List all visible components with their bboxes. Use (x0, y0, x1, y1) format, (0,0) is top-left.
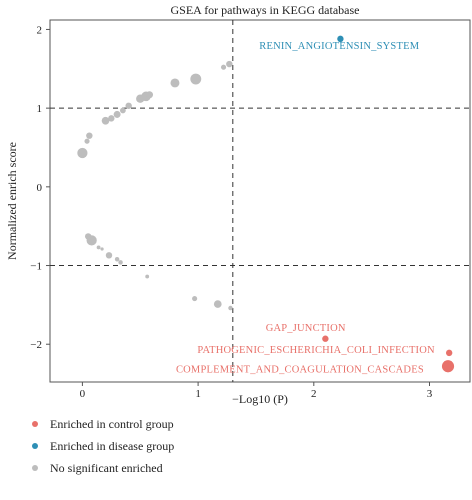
y-tick-label: 1 (37, 103, 43, 115)
legend-label: No significant enriched (50, 461, 163, 475)
data-point-none (100, 247, 104, 251)
data-point-none (213, 300, 222, 308)
data-point-none (114, 256, 120, 262)
reference-lines (50, 20, 470, 382)
chart-title: GSEA for pathways in KEGG database (171, 3, 360, 17)
data-point-none (113, 110, 121, 118)
x-tick-label: 1 (195, 388, 201, 400)
data-point-control (445, 349, 453, 357)
point-label: PATHOGENIC_ESCHERICHIA_COLI_INFECTION (197, 345, 435, 356)
point-label: RENIN_ANGIOTENSIN_SYSTEM (259, 41, 419, 52)
data-point-none (84, 138, 90, 144)
point-label: GAP_JUNCTION (266, 323, 346, 334)
data-point-none (86, 235, 97, 246)
data-point-none (77, 147, 88, 159)
data-point-none (220, 64, 227, 70)
data-point-control (441, 360, 455, 373)
y-tick-label: −1 (30, 261, 42, 273)
data-point-none (190, 73, 202, 85)
plot-frame (49, 19, 471, 383)
data-point-none (145, 91, 154, 99)
x-tick-label: 2 (311, 388, 317, 400)
data-point-none (192, 296, 198, 302)
legend-label: Enriched in control group (50, 417, 174, 431)
legend: Enriched in control group Enriched in dis… (32, 417, 174, 475)
data-point-none (170, 78, 180, 88)
data-point-none (108, 115, 115, 122)
y-tick-label: −2 (30, 339, 42, 351)
data-point-none (105, 252, 113, 259)
data-point-none (228, 305, 233, 311)
data-point-none (86, 132, 93, 139)
data-point-none (226, 60, 233, 68)
legend-marker-control (32, 421, 38, 427)
data-point-control (322, 335, 329, 342)
data-point-none (118, 260, 123, 265)
x-tick-label: 3 (427, 388, 433, 400)
data-points (77, 35, 455, 373)
y-axis-label: Normalized enrich score (5, 142, 19, 260)
y-tick-label: 0 (37, 182, 43, 194)
legend-marker-disease (32, 443, 38, 449)
data-point-none (96, 245, 101, 250)
x-axis-label: −Log10 (P) (232, 392, 288, 406)
point-annotations: RENIN_ANGIOTENSIN_SYSTEM GAP_JUNCTION PATH… (176, 41, 435, 375)
point-label: COMPLEMENT_AND_COAGULATION_CASCADES (176, 365, 424, 376)
data-point-none (101, 116, 110, 125)
axis-ticks: 0 1 2 3 −2 −1 0 1 2 (30, 24, 432, 400)
y-tick-label: 2 (37, 24, 43, 36)
legend-marker-none (32, 465, 38, 471)
data-point-none (120, 107, 126, 114)
data-point-disease (337, 35, 344, 43)
data-point-none (145, 274, 150, 279)
legend-label: Enriched in disease group (50, 439, 174, 453)
data-point-none (125, 102, 132, 109)
x-tick-label: 0 (80, 388, 86, 400)
